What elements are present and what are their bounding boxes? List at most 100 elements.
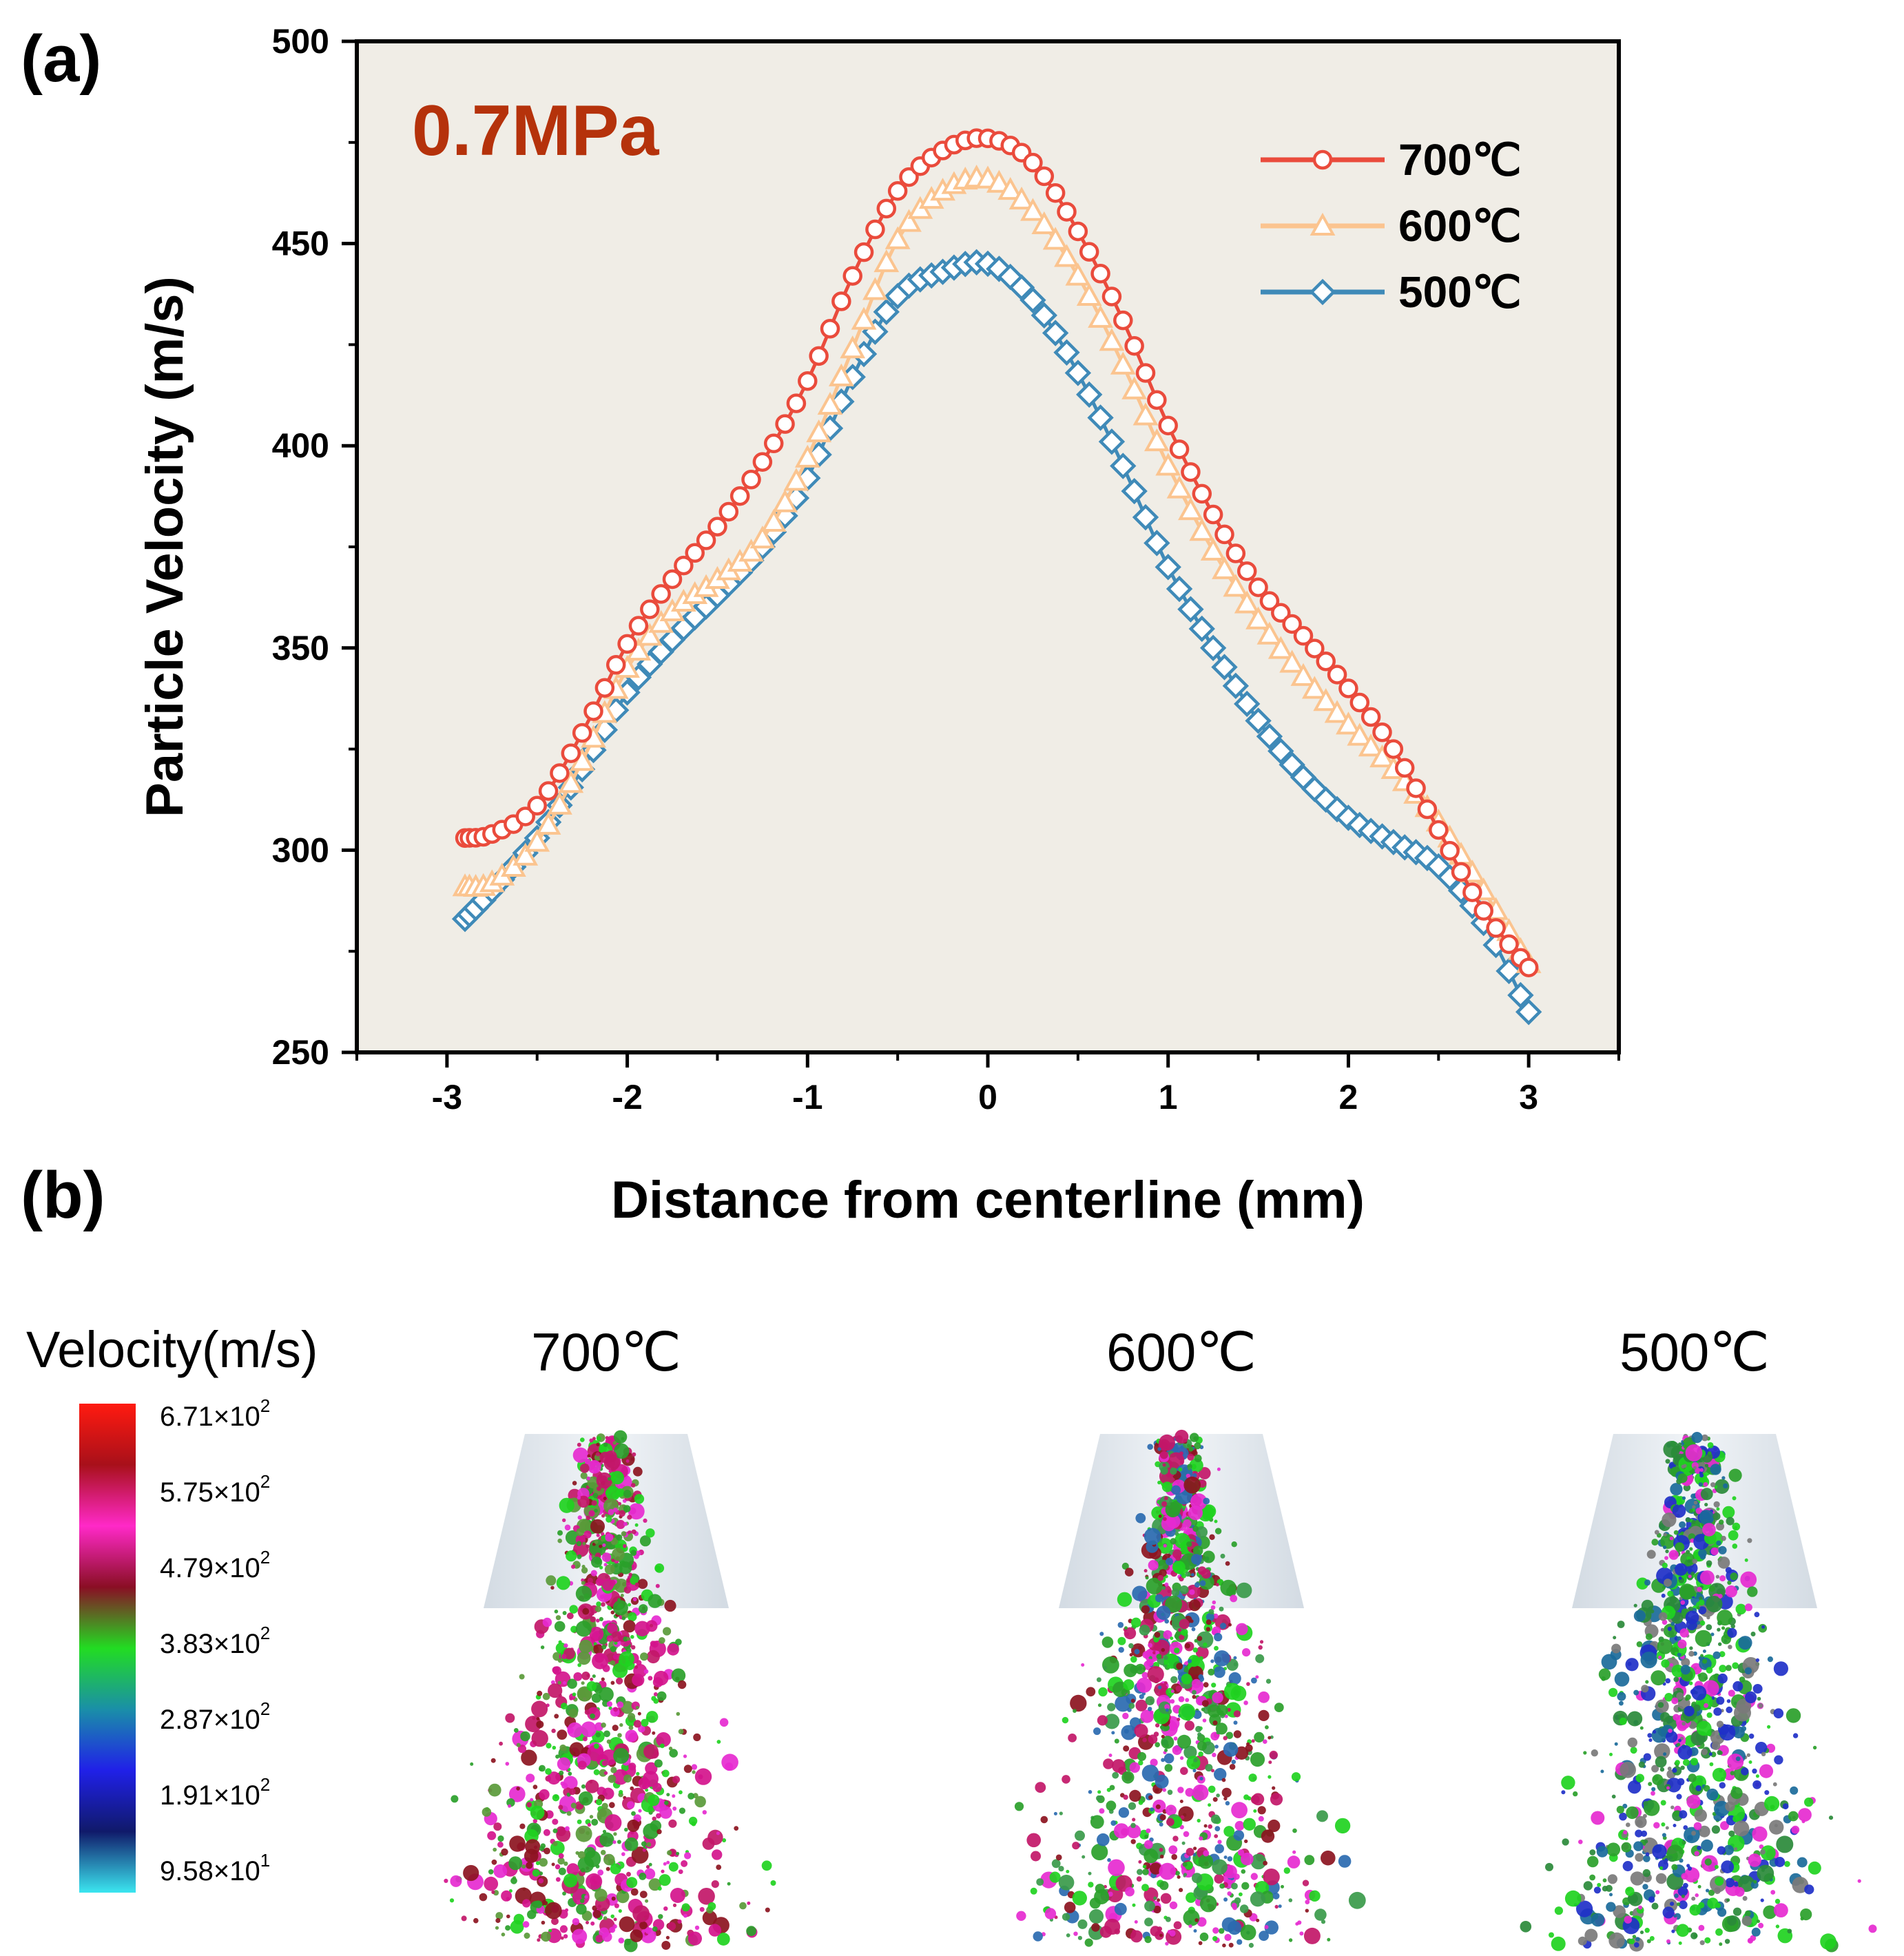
particle [532, 1869, 540, 1877]
particle [1662, 1906, 1675, 1919]
particle [548, 1683, 563, 1698]
particle [610, 1646, 617, 1652]
particle [1774, 1857, 1786, 1867]
particle [1198, 1674, 1203, 1680]
particle [621, 1531, 627, 1537]
particle [1183, 1519, 1192, 1528]
particle [1168, 1845, 1178, 1855]
particle [1641, 1685, 1649, 1693]
particle [1754, 1612, 1760, 1618]
particle [566, 1863, 579, 1876]
particle [521, 1864, 526, 1869]
data-point [1473, 901, 1493, 921]
particle [1717, 1627, 1721, 1632]
particle [652, 1782, 662, 1793]
particle [1753, 1880, 1757, 1884]
particle [602, 1543, 606, 1548]
particle [1671, 1929, 1675, 1933]
particle [1760, 1849, 1766, 1855]
particle [716, 1740, 721, 1744]
particle [1183, 1909, 1200, 1926]
data-point [1121, 477, 1148, 505]
colorbar-exponent: 2 [260, 1774, 270, 1795]
particle [1681, 1873, 1688, 1880]
particle [1708, 1451, 1712, 1455]
particle [1214, 1745, 1219, 1749]
particle [532, 1785, 538, 1789]
particle [1733, 1882, 1739, 1887]
particle [599, 1616, 603, 1621]
particle [1197, 1818, 1201, 1823]
particle [573, 1541, 589, 1557]
particle [1132, 1585, 1148, 1601]
data-point [1349, 692, 1370, 713]
data-point [772, 489, 798, 512]
particle [1699, 1657, 1712, 1670]
particle [1787, 1928, 1792, 1934]
particle [1718, 1642, 1722, 1646]
particle [557, 1538, 562, 1543]
particle [1070, 1694, 1087, 1712]
particle [1661, 1822, 1666, 1827]
particle [1761, 1751, 1766, 1756]
particle [1626, 1806, 1639, 1820]
particle [1685, 1517, 1691, 1523]
particle [623, 1505, 631, 1512]
particle [1718, 1594, 1723, 1599]
particle [1163, 1630, 1172, 1639]
particle [1596, 1846, 1608, 1858]
particle [1240, 1924, 1256, 1941]
particle [1159, 1847, 1163, 1852]
particle [1716, 1734, 1721, 1740]
particle [1164, 1619, 1169, 1624]
particle [592, 1437, 596, 1441]
particle [1243, 1818, 1256, 1831]
particle [470, 1762, 474, 1766]
particle [1178, 1467, 1183, 1472]
particle [535, 1861, 540, 1866]
particle [1274, 1703, 1284, 1713]
particle [1112, 1771, 1119, 1779]
particle [640, 1652, 648, 1661]
particle [1099, 1632, 1104, 1636]
particle [1096, 1677, 1101, 1683]
particle [571, 1564, 576, 1569]
particle [1646, 1939, 1651, 1944]
particle [1107, 1703, 1116, 1712]
data-point [794, 444, 820, 468]
particle [1288, 1898, 1293, 1902]
particle [1148, 1656, 1152, 1660]
particle [1685, 1697, 1689, 1701]
particle [1170, 1816, 1183, 1829]
particle [691, 1764, 698, 1770]
particle [1222, 1943, 1226, 1948]
data-point [729, 486, 750, 506]
particle [1761, 1625, 1766, 1629]
particle [1757, 1919, 1760, 1924]
particle [1132, 1929, 1137, 1934]
particle [585, 1780, 599, 1793]
particle [1193, 1846, 1197, 1851]
particle [1578, 1840, 1583, 1844]
data-point [1256, 723, 1283, 750]
particle [613, 1707, 619, 1712]
particle [1177, 1875, 1181, 1879]
particle [1758, 1703, 1763, 1709]
series-circle [455, 128, 1539, 977]
particle [1695, 1508, 1702, 1515]
data-point [685, 543, 705, 563]
particle [627, 1515, 632, 1520]
colorbar-labels: 6.71×1025.75×1024.79×1023.83×1022.87×102… [160, 1395, 270, 1886]
particle [551, 1728, 556, 1734]
particle [1730, 1787, 1743, 1799]
y-tick-label: 450 [272, 225, 329, 263]
particle [639, 1891, 648, 1899]
particle [1720, 1821, 1729, 1831]
particle [1212, 1752, 1217, 1758]
particle [1198, 1751, 1203, 1757]
particle [1148, 1734, 1158, 1744]
data-point [809, 346, 829, 366]
particle [1194, 1918, 1199, 1922]
data-point [707, 517, 727, 537]
particle [1201, 1700, 1209, 1707]
